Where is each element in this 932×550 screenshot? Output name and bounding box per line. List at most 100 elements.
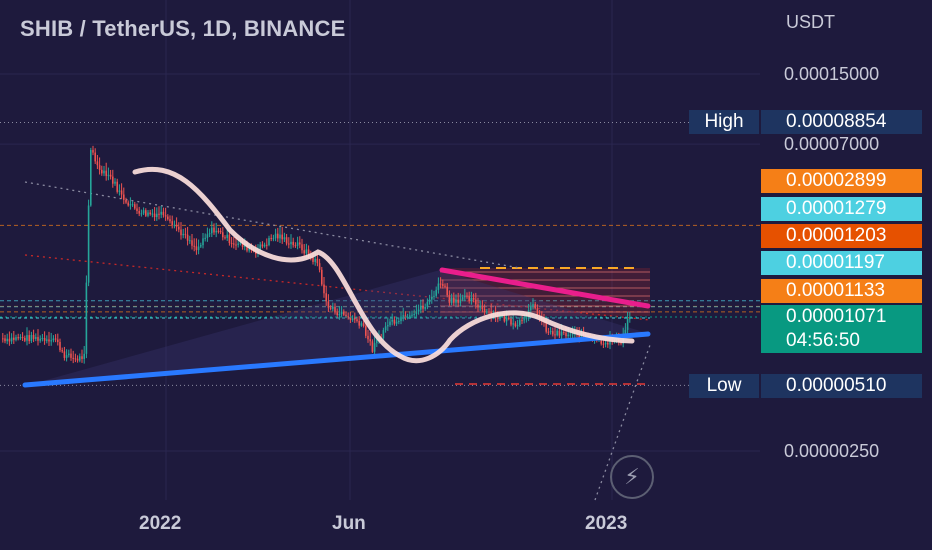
candle — [74, 358, 77, 360]
candle — [446, 286, 448, 296]
candle — [435, 289, 437, 296]
resistance-trendline — [439, 267, 651, 309]
candle — [63, 351, 66, 358]
candle — [26, 335, 28, 341]
candle — [439, 283, 442, 285]
candle — [301, 244, 303, 251]
candle — [428, 299, 431, 302]
candle — [563, 332, 565, 334]
candle — [481, 305, 484, 310]
candle — [323, 284, 325, 294]
candle — [325, 293, 327, 302]
level-label: 0.00001279 — [761, 197, 922, 221]
candle — [129, 204, 132, 206]
candle — [54, 338, 57, 340]
candle — [50, 340, 52, 342]
candle — [173, 224, 176, 226]
candle — [65, 355, 68, 358]
candle — [103, 170, 105, 174]
candle — [68, 353, 70, 356]
candle — [10, 337, 13, 342]
pattern-fill — [25, 270, 650, 386]
candle — [131, 204, 134, 206]
candle — [19, 337, 22, 339]
candle — [404, 315, 407, 318]
candle — [81, 356, 83, 359]
candle — [349, 317, 352, 320]
candle — [140, 213, 143, 215]
candle — [39, 338, 41, 341]
candle — [279, 234, 281, 239]
candle — [296, 242, 299, 246]
time-tick-label: 2022 — [139, 513, 182, 534]
candle — [204, 237, 206, 239]
candle — [48, 339, 50, 342]
candle — [189, 240, 191, 242]
candle — [70, 353, 72, 358]
candle — [277, 233, 279, 239]
candle — [578, 333, 580, 339]
candle — [620, 342, 622, 344]
candle — [470, 297, 473, 302]
candle — [237, 243, 239, 245]
level-label: 0.00002899 — [761, 169, 922, 193]
candle — [114, 181, 116, 184]
lightning-icon[interactable]: ⚡ — [610, 455, 654, 499]
candle — [450, 297, 453, 303]
candle — [160, 211, 162, 215]
candle — [211, 227, 213, 234]
candle — [21, 337, 24, 339]
candle — [292, 241, 294, 246]
candle — [193, 245, 195, 247]
candle — [37, 337, 39, 341]
candle — [41, 337, 44, 339]
candle — [395, 321, 398, 324]
candle — [523, 319, 525, 321]
candle — [94, 152, 96, 162]
candle — [46, 339, 48, 341]
candle — [215, 230, 217, 233]
candle — [567, 334, 569, 337]
candle — [162, 211, 165, 216]
candle — [123, 194, 125, 200]
candle — [426, 301, 429, 308]
candle — [195, 246, 198, 251]
candle — [503, 315, 506, 322]
candle — [321, 269, 323, 285]
candle — [116, 181, 118, 192]
candle — [226, 234, 228, 238]
candle — [345, 314, 347, 317]
candle — [362, 323, 365, 326]
candle — [444, 285, 446, 287]
candle — [343, 311, 345, 315]
candle — [151, 213, 154, 215]
candle — [127, 202, 129, 206]
candle — [453, 297, 455, 303]
candle — [156, 213, 158, 218]
candle — [431, 296, 433, 300]
candle — [569, 334, 572, 336]
candle — [98, 165, 101, 170]
candle — [164, 215, 167, 217]
candle — [525, 317, 528, 320]
candle — [409, 315, 411, 317]
candle — [329, 307, 332, 309]
candle — [312, 256, 314, 262]
candle — [180, 229, 182, 236]
candle — [602, 343, 605, 345]
candle — [235, 244, 237, 246]
candle — [206, 234, 209, 238]
candle — [316, 258, 319, 264]
candle — [354, 318, 356, 320]
candle — [448, 295, 451, 303]
price-tick-label: 0.00000250 — [784, 441, 880, 461]
candle — [299, 242, 301, 245]
candle — [4, 338, 6, 342]
candle — [402, 315, 404, 317]
candle — [303, 250, 305, 254]
candle — [530, 305, 532, 311]
candle — [398, 321, 400, 323]
candle — [8, 338, 11, 342]
